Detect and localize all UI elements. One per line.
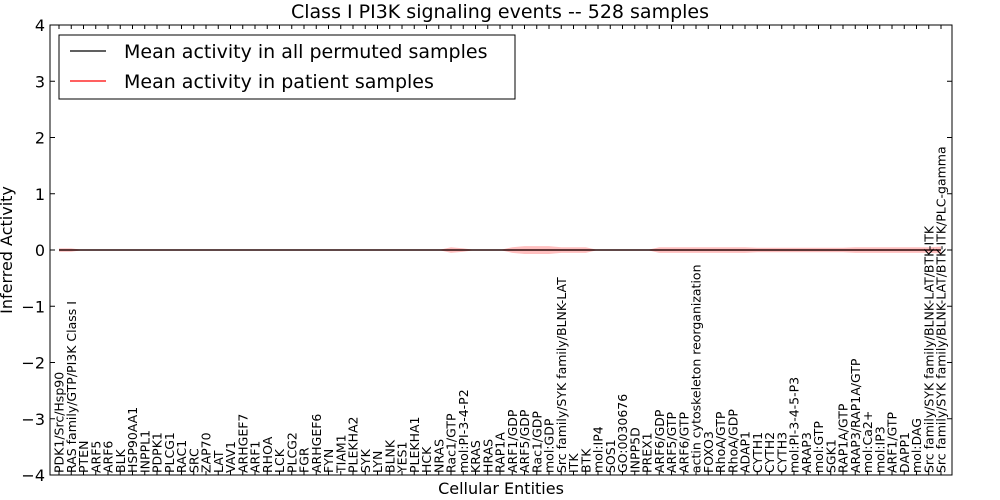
x-tick-label: CYTH2: [762, 432, 777, 473]
x-tick-label: LCK: [272, 448, 287, 473]
x-tick-label: mol:IP4: [591, 426, 606, 473]
x-tick-label: FOXO3: [701, 431, 716, 473]
x-tick-label: Rac1/GTP: [444, 413, 459, 473]
x-tick-label: GO:0030676: [615, 394, 630, 473]
x-tick-label: PLEKHA2: [346, 416, 361, 473]
x-tick-label: actin cytoskeleton reorganization: [689, 264, 704, 473]
x-tick-label: FGR: [297, 447, 312, 473]
x-tick-label: RhoA/GTP: [713, 411, 728, 473]
x-tick-label: ARF5/GTP: [664, 412, 679, 473]
x-tick-label: FYN: [321, 449, 336, 473]
x-tick-label: ADAP1: [738, 431, 753, 473]
legend: Mean activity in all permuted samples Me…: [58, 34, 516, 100]
x-axis-label: Cellular Entities: [438, 479, 564, 498]
x-tick-label: PLEKHA1: [407, 416, 422, 473]
x-tick-label: HCK: [419, 446, 434, 473]
y-tick-label: 2: [35, 129, 45, 148]
x-tick-label: Src family/SYK family/BLNK-LAT: [554, 277, 569, 473]
x-tick-label: PDK1/Src/Hsp90: [52, 372, 67, 473]
legend-label-permuted: Mean activity in all permuted samples: [124, 41, 487, 63]
x-tick-label: SYK: [358, 448, 373, 473]
x-tick-label: BLNK: [382, 439, 397, 473]
x-tick-label: ARF5/GDP: [517, 409, 532, 473]
y-tick-label: 1: [35, 185, 45, 204]
x-tick-label: RAC1: [174, 440, 189, 473]
x-tick-label: INPPL1: [137, 430, 152, 473]
x-tick-label: ARF1: [248, 441, 263, 473]
x-tick-label: ARF1/GTP: [885, 412, 900, 473]
x-tick-label: mol:GTP: [811, 421, 826, 473]
x-tick-label: mol:Ca2+: [860, 411, 875, 473]
x-tick-label: mol:DAG: [909, 418, 924, 473]
x-tick-label: ARF6/GDP: [652, 409, 667, 473]
x-tick-label: ARHGEF7: [235, 414, 250, 473]
x-tick-label: ITK: [566, 453, 581, 473]
x-tick-label: INPP5D: [627, 427, 642, 473]
y-tick-label: 4: [35, 16, 45, 35]
x-tick-label: PLCG1: [162, 432, 177, 473]
x-tick-label: CYTH3: [774, 432, 789, 473]
x-tick-label: ARF6/GTP: [676, 412, 691, 473]
x-tick-label: PREX1: [640, 432, 655, 473]
x-tick-label: HSP90AA1: [125, 407, 140, 473]
legend-label-patient: Mean activity in patient samples: [124, 71, 434, 93]
x-tick-label: Src family/SYK family/BLNK-LAT/BTK-ITK: [921, 225, 936, 473]
x-tick-label: TIAM1: [333, 434, 348, 474]
x-tick-label: DAPP1: [897, 432, 912, 473]
x-tick-label: mol:PI-3-4-5-P3: [787, 377, 802, 473]
y-tick-label: 3: [35, 72, 45, 91]
x-tick-label: HRAS: [480, 439, 495, 473]
y-tick-label: −2: [21, 354, 45, 373]
x-tick-label: RAP1A/GTP: [836, 403, 851, 473]
x-tick-label: mol:PI-3-4-P2: [456, 389, 471, 473]
x-tick-label: mol:IP3: [872, 426, 887, 473]
legend-frame: [58, 34, 516, 100]
y-tick-label: −3: [21, 410, 45, 429]
y-tick-label: −4: [21, 466, 45, 485]
y-tick-label: 0: [35, 241, 45, 260]
x-tick-label: PDPK1: [150, 432, 165, 473]
chart-title: Class I PI3K signaling events -- 528 sam…: [291, 1, 709, 23]
x-tick-label: LAT: [211, 450, 226, 473]
y-axis-label: Inferred Activity: [0, 186, 16, 314]
x-tick-label: Rac1/GDP: [529, 411, 544, 473]
x-tick-label: NRAS: [431, 439, 446, 473]
x-tick-label: YES1: [395, 442, 410, 474]
x-tick-label: ARF5: [88, 441, 103, 473]
x-tick-label: LYN: [370, 451, 385, 473]
x-tick-label: ZAP70: [199, 432, 214, 473]
x-tick-label: RAS family/GTP/PI3K Class I: [64, 301, 79, 473]
x-tick-label: ARHGEF6: [309, 414, 324, 473]
x-tick-label: SOS1: [603, 439, 618, 473]
x-tick-label: SGK1: [823, 439, 838, 473]
y-axis: 4 3 2 1 0 −1 −2 −3 −4: [21, 16, 952, 485]
x-tick-label: ARF1/GDP: [505, 409, 520, 473]
x-tick-label: mol:GDP: [542, 418, 557, 473]
x-tick-label: ARAP3: [799, 432, 814, 473]
x-tick-label: Src family/SYK family/BLNK-LAT/BTK-ITK/P…: [934, 146, 949, 473]
x-tick-label: ARAP3/RAP1A/GTP: [848, 358, 863, 473]
x-tick-label: BTK: [578, 448, 593, 473]
x-tick-label: CYTH1: [750, 432, 765, 473]
x-tick-label: RHOA: [260, 436, 275, 473]
x-tick-label: PLCG2: [284, 432, 299, 473]
x-tick-label: VAV1: [223, 441, 238, 473]
x-tick-label: KRAS: [468, 440, 483, 473]
x-tick-label: PTEN: [76, 441, 91, 473]
x-tick-label: RAP1A: [493, 432, 508, 473]
y-tick-label: −1: [21, 297, 45, 316]
x-tick-label: SRC: [186, 448, 201, 473]
x-tick-label: BLK: [113, 448, 128, 473]
x-tick-label: ARF6: [101, 441, 116, 473]
x-tick-label: RhoA/GDP: [725, 409, 740, 473]
